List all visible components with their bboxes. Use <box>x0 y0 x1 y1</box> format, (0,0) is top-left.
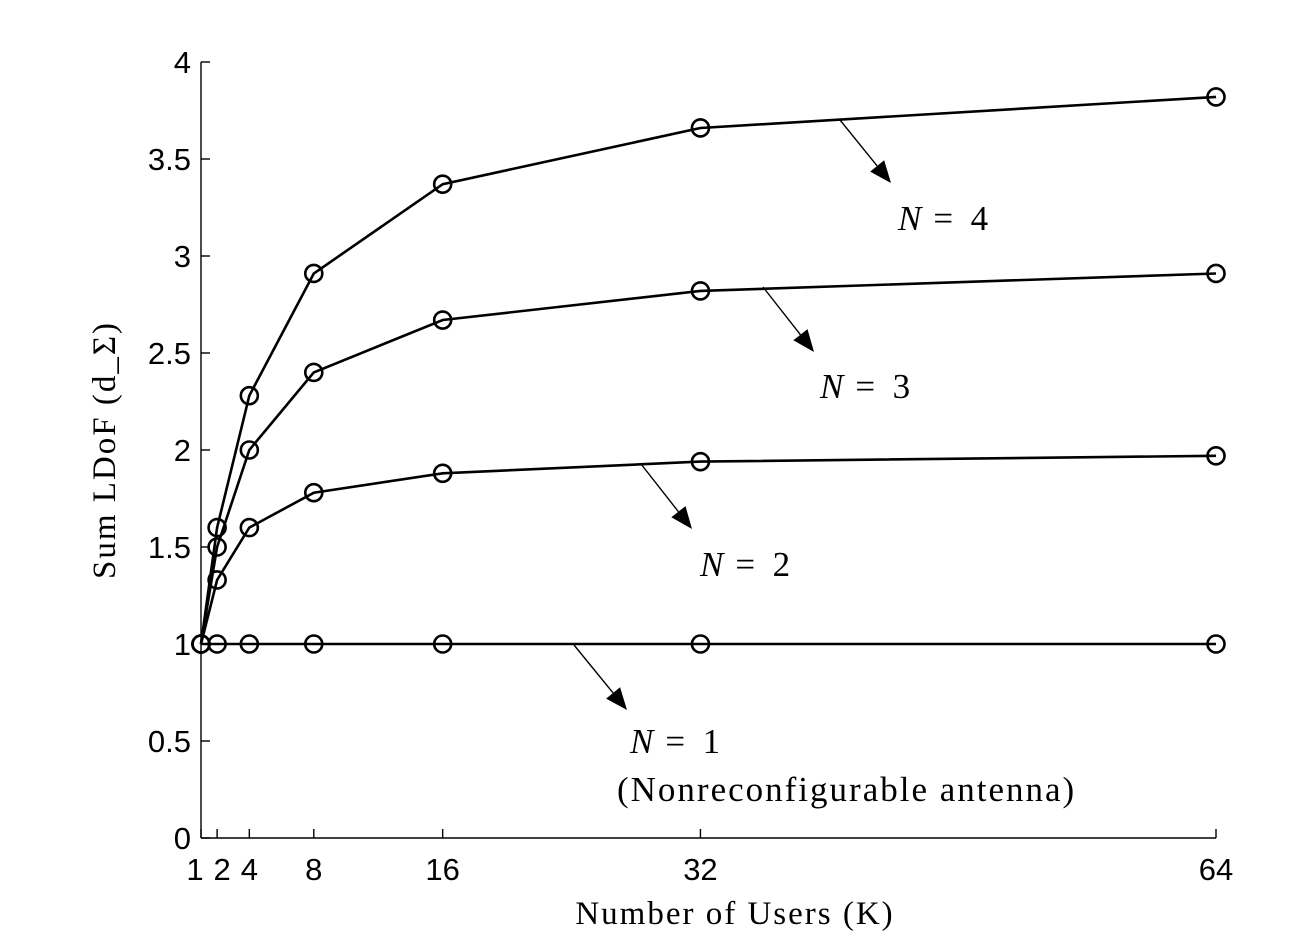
annotation-arrow-line <box>573 644 614 694</box>
annotation-4: N = 1 (Nonreconfigurable antenna) <box>573 644 1076 809</box>
data-point <box>191 634 211 654</box>
annotation-arrow-line <box>839 119 878 167</box>
annotation-note: (Nonreconfigurable antenna) <box>617 770 1076 809</box>
axes: 00.511.522.533.541 2 4 8 16 32 64 <box>148 45 1233 887</box>
data-point <box>207 517 227 538</box>
series-line-3 <box>199 272 1217 645</box>
annotation-2: N = 3 <box>762 286 910 406</box>
y-tick-label: 1 <box>174 627 191 662</box>
annotation-label: N = 2 <box>699 545 790 584</box>
data-point <box>239 440 260 460</box>
annotation-value: = 1 <box>665 722 720 761</box>
annotation-label: N = 4 <box>897 199 988 238</box>
annotation-arrow-line <box>762 286 801 336</box>
annotation-arrowhead <box>606 687 627 710</box>
data-point <box>239 517 260 538</box>
data-point <box>690 118 711 138</box>
x-tick-label: 16 <box>425 852 459 887</box>
data-point <box>1206 634 1226 654</box>
data-point <box>303 482 324 503</box>
y-tick-label: 0.5 <box>148 724 191 759</box>
annotation-1: N = 4 <box>839 119 988 238</box>
data-point <box>303 263 324 284</box>
data-point <box>303 634 324 654</box>
data-point <box>690 281 711 301</box>
y-axis-title: Sum LDoF (d_Σ) <box>87 321 123 579</box>
annotation-value: = 2 <box>735 545 790 584</box>
data-point <box>239 385 260 406</box>
data-point <box>207 537 227 557</box>
x-axis-title: Number of Users (K) <box>575 896 894 932</box>
x-tick-label: 64 <box>1199 852 1233 887</box>
annotation-arrowhead <box>793 329 814 352</box>
data-point <box>432 174 453 195</box>
y-tick-label: 1.5 <box>148 530 191 565</box>
x-tick-label: 8 <box>305 852 322 887</box>
y-tick-label: 3 <box>174 239 191 274</box>
y-tick-label: 4 <box>174 45 191 80</box>
x-tick-label: 32 <box>683 852 717 887</box>
y-tick-label: 2 <box>174 433 191 468</box>
annotation-3: N = 2 <box>640 463 790 584</box>
data-point <box>690 451 711 472</box>
annotation-value: = 4 <box>933 199 988 238</box>
data-point <box>432 310 453 330</box>
y-tick-label: 0 <box>174 821 191 856</box>
annotation-arrow-line <box>640 463 679 513</box>
annotations-group: N = 4 N = 3 N = 2 N = 1 (Nonreconfigurable anten… <box>573 119 1076 809</box>
data-point <box>1206 446 1226 466</box>
data-point <box>303 362 324 383</box>
annotation-variable: N <box>897 199 923 238</box>
y-tick-label: 2.5 <box>148 336 191 371</box>
annotation-value: = 3 <box>855 367 910 406</box>
data-point <box>690 634 711 654</box>
series-line-4 <box>199 95 1217 645</box>
x-tick-label: 2 <box>213 852 230 887</box>
data-point <box>239 634 260 654</box>
annotation-label: N = 1 <box>629 722 720 761</box>
x-tick-label: 1 <box>186 852 203 887</box>
series-group <box>191 87 1226 654</box>
data-point <box>432 634 453 654</box>
annotation-variable: N <box>629 722 655 761</box>
x-tick-label: 4 <box>241 852 258 887</box>
annotation-label: N = 3 <box>819 367 910 406</box>
data-point <box>432 463 453 484</box>
annotation-variable: N <box>819 367 845 406</box>
y-tick-label: 3.5 <box>148 142 191 177</box>
annotation-arrowhead <box>671 506 692 529</box>
data-point <box>1206 263 1226 284</box>
annotation-variable: N <box>699 545 725 584</box>
annotation-arrowhead <box>870 160 891 183</box>
series-line-2 <box>199 454 1217 645</box>
data-point <box>1206 87 1226 107</box>
